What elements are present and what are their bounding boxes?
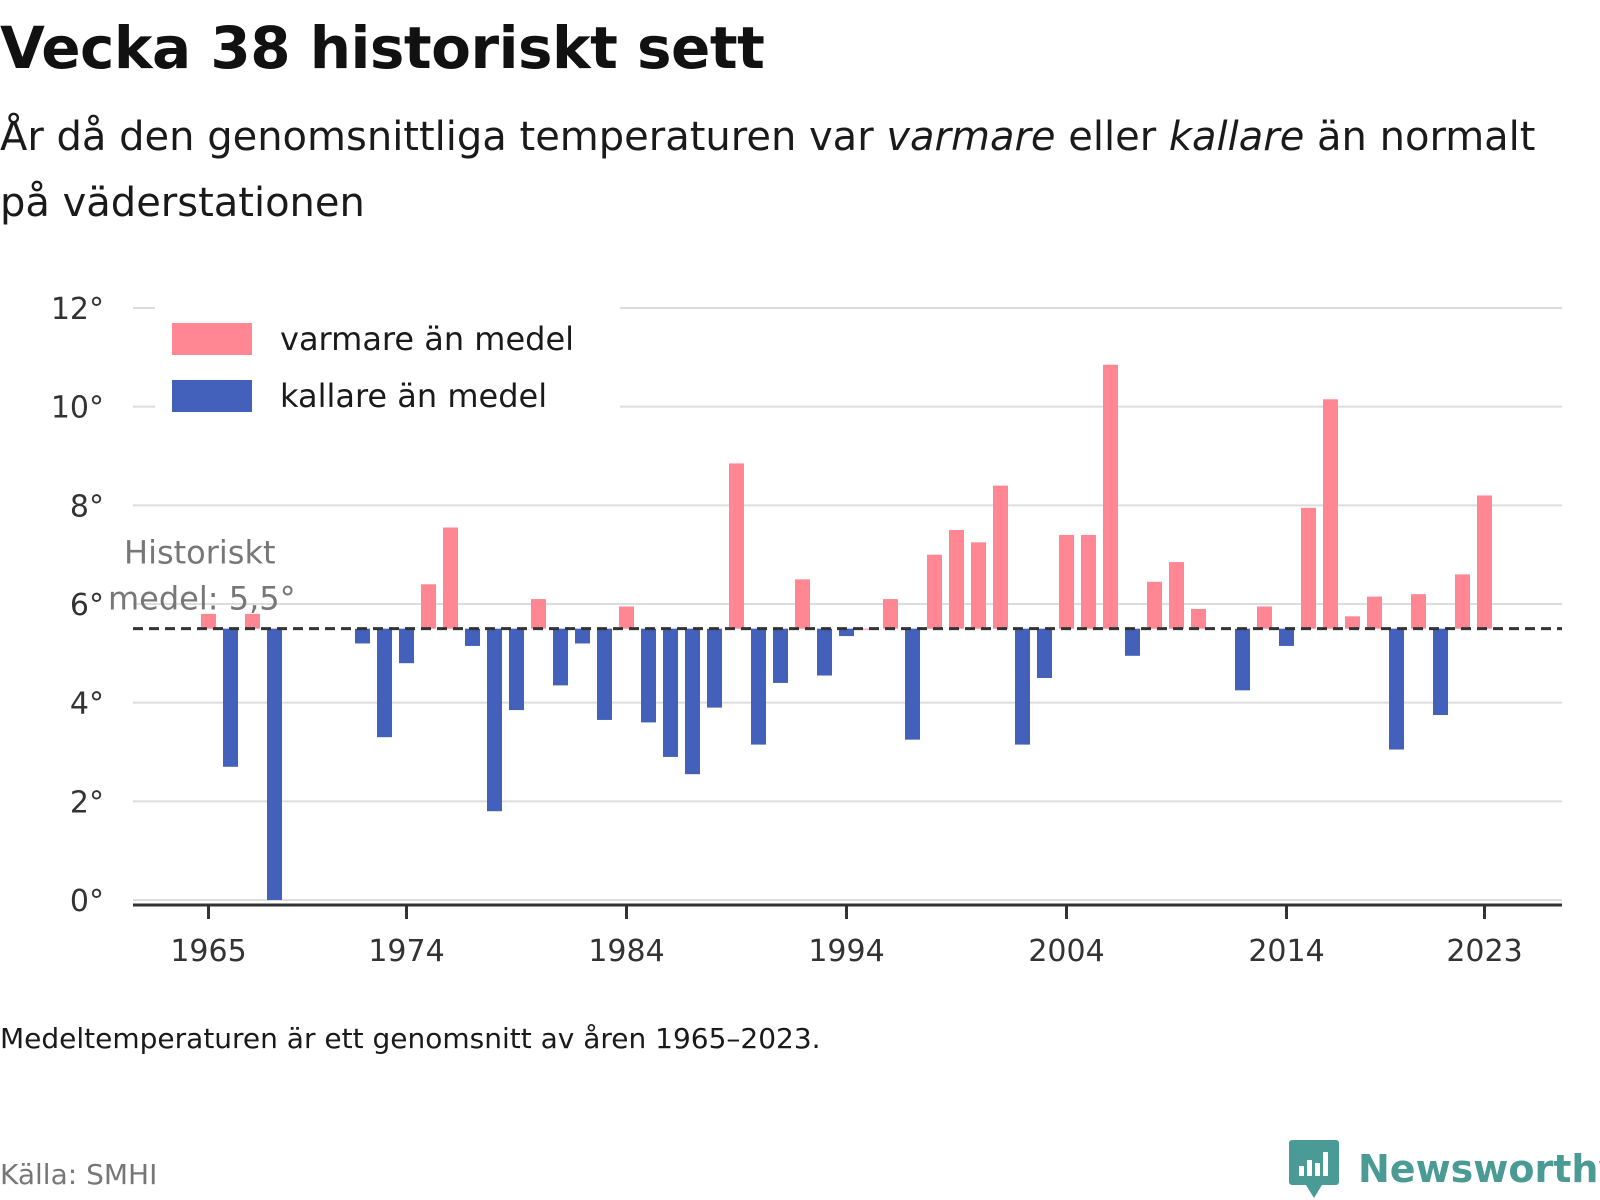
bar-cold [575,628,590,644]
bar-cold [1235,628,1250,691]
subtitle-text-3: än normalt på väderstationen [0,114,1536,226]
y-tick-label: 12° [51,292,104,327]
y-tick-label: 2° [70,785,104,820]
bar-warm [729,463,744,629]
bar-cold [685,628,700,775]
x-tick-label: 1994 [808,934,884,969]
legend-warm-swatch [172,323,252,355]
bar-cold [1015,628,1030,745]
x-tick-label: 2014 [1248,934,1324,969]
brand-logo: Newsworthy [1288,1138,1600,1200]
bar-cold [597,628,612,720]
bar-cold [399,628,414,664]
bar-warm [1169,562,1184,629]
subtitle-cold-word: kallare [1168,114,1305,160]
bars [201,364,1492,900]
bar-cold [751,628,766,745]
bar-cold [817,628,832,676]
bar-warm [1147,581,1162,629]
bar-warm [927,554,942,629]
bar-warm [619,606,634,629]
subtitle-warm-word: varmare [886,114,1056,160]
x-tick-label: 1984 [588,934,664,969]
bar-warm [1477,495,1492,629]
bar-warm [1059,534,1074,629]
y-tick-label: 10° [51,391,104,426]
bar-warm [1103,364,1118,629]
bar-warm [443,527,458,629]
legend: varmare än medel kallare än medel [155,298,620,418]
y-tick-label: 4° [70,687,104,722]
bar-warm [245,613,260,629]
legend-warm-label: varmare än medel [280,320,574,358]
bar-warm [949,530,964,629]
source-label: Källa: SMHI [0,1158,158,1191]
bar-cold [509,628,524,711]
bar-cold [223,628,238,767]
bar-cold [663,628,678,757]
bar-warm [531,599,546,629]
bar-warm [1455,574,1470,629]
bar-cold [839,628,854,637]
x-tick-label: 1974 [368,934,444,969]
bar-cold [355,628,370,644]
bar-cold [377,628,392,738]
brand-name: Newsworthy [1358,1147,1600,1191]
baseline-label-line2: medel: 5,5° [108,580,296,618]
bar-warm [1191,608,1206,629]
bar-cold [1125,628,1140,656]
subtitle-text-2: eller [1055,114,1169,160]
bar-cold [1389,628,1404,750]
bar-cold [641,628,656,723]
chart-title: Vecka 38 historiskt sett [0,14,765,82]
legend-cold-label: kallare än medel [280,377,547,415]
chart-subtitle: År då den genomsnittliga temperaturen va… [0,104,1560,236]
baseline-label-line1: Historiskt [124,534,276,572]
footnote: Medeltemperaturen är ett genomsnitt av å… [0,1022,821,1055]
bar-cold [773,628,788,683]
y-tick-label: 8° [70,489,104,524]
bar-warm [861,628,876,630]
newsworthy-logo-icon [1289,1140,1339,1198]
bar-cold [1433,628,1448,715]
bar-warm [1257,606,1272,629]
bar-warm [1367,596,1382,629]
y-tick-label: 6° [70,588,104,623]
bar-warm [421,584,436,629]
bar-warm [795,579,810,629]
bar-cold [465,628,480,646]
x-axis-ticks: 1965 1974 1984 1994 2004 2014 2023 [170,905,1523,969]
bar-warm [883,599,898,629]
legend-cold-swatch [172,380,252,412]
bar-cold [267,628,282,900]
bar-cold [707,628,722,708]
bar-warm [1081,534,1096,629]
bar-cold [905,628,920,740]
temperature-bar-chart: 0° 2° 4° 6° 8° 10° 12° varmare än medel kallar… [51,292,1562,969]
bar-cold [553,628,568,686]
bar-warm [1323,399,1338,629]
y-axis-ticks: 0° 2° 4° 6° 8° 10° 12° [51,292,104,919]
bar-warm [971,542,986,629]
bar-warm [993,485,1008,629]
bar-warm [1301,507,1316,629]
y-tick-label: 0° [70,884,104,919]
subtitle-text-1: År då den genomsnittliga temperaturen va… [0,114,887,160]
x-tick-label: 2004 [1028,934,1104,969]
x-tick-label: 1965 [170,934,246,969]
bar-warm [1345,616,1360,629]
bar-warm [201,613,216,629]
bar-cold [487,628,502,812]
x-tick-label: 2023 [1446,934,1522,969]
bar-cold [1279,628,1294,646]
bar-cold [1037,628,1052,678]
bar-warm [1411,594,1426,629]
